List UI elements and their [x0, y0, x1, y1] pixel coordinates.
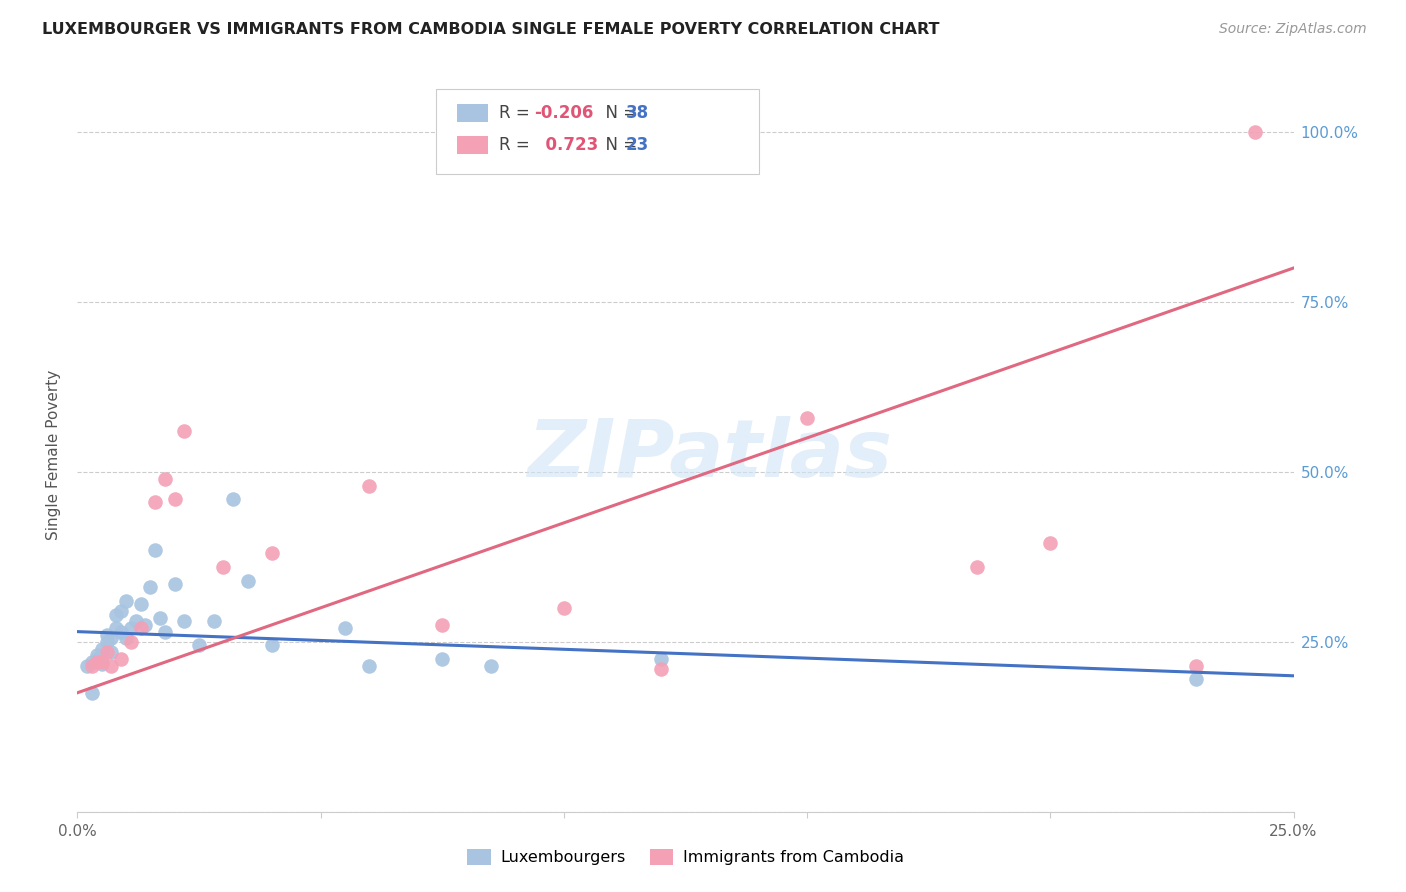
Text: -0.206: -0.206: [534, 104, 593, 122]
Point: [1243, 125, 1265, 139]
Text: 38: 38: [626, 104, 648, 122]
Point: [80, 655, 103, 669]
Text: 23: 23: [626, 136, 650, 154]
Point: [120, 635, 142, 649]
Point: [432, 617, 454, 632]
Point: [96, 645, 118, 659]
Point: [1039, 536, 1062, 550]
Point: [120, 621, 142, 635]
Point: [222, 492, 245, 507]
Point: [173, 424, 195, 438]
Text: R =: R =: [499, 136, 536, 154]
Point: [333, 621, 356, 635]
Point: [100, 645, 122, 659]
Point: [966, 560, 988, 574]
Y-axis label: Single Female Poverty: Single Female Poverty: [46, 370, 62, 540]
Point: [796, 410, 818, 425]
Point: [153, 472, 176, 486]
Point: [553, 600, 575, 615]
Point: [90, 657, 112, 671]
Point: [236, 574, 259, 588]
Point: [359, 478, 381, 492]
Point: [110, 624, 132, 639]
Text: Source: ZipAtlas.com: Source: ZipAtlas.com: [1219, 22, 1367, 37]
Point: [96, 635, 118, 649]
Point: [143, 543, 166, 558]
Point: [100, 632, 122, 646]
Point: [143, 495, 166, 509]
Text: N =: N =: [595, 136, 643, 154]
Point: [1185, 658, 1208, 673]
Point: [80, 658, 103, 673]
Point: [163, 577, 186, 591]
Point: [650, 652, 672, 666]
Point: [80, 686, 103, 700]
Point: [202, 615, 225, 629]
Point: [149, 611, 172, 625]
Point: [432, 652, 454, 666]
Point: [105, 607, 128, 622]
Point: [129, 621, 152, 635]
Point: [173, 615, 195, 629]
Point: [479, 658, 502, 673]
Point: [139, 581, 162, 595]
Text: ZIPatlas: ZIPatlas: [527, 416, 893, 494]
Point: [129, 598, 152, 612]
Point: [110, 652, 132, 666]
Point: [115, 594, 138, 608]
Point: [260, 546, 283, 560]
Point: [86, 655, 108, 669]
Point: [188, 638, 211, 652]
Point: [90, 641, 112, 656]
Point: [115, 632, 138, 646]
Point: [90, 655, 112, 669]
Point: [125, 615, 148, 629]
Point: [86, 648, 108, 663]
Point: [110, 604, 132, 618]
Point: [1185, 672, 1208, 686]
Point: [212, 560, 235, 574]
Point: [105, 621, 128, 635]
Point: [86, 652, 108, 666]
Point: [100, 658, 122, 673]
Point: [153, 624, 176, 639]
Point: [359, 658, 381, 673]
Point: [134, 617, 156, 632]
Point: [96, 628, 118, 642]
Text: N =: N =: [595, 104, 643, 122]
Text: 0.723: 0.723: [534, 136, 599, 154]
Point: [650, 662, 672, 676]
Text: LUXEMBOURGER VS IMMIGRANTS FROM CAMBODIA SINGLE FEMALE POVERTY CORRELATION CHART: LUXEMBOURGER VS IMMIGRANTS FROM CAMBODIA…: [42, 22, 939, 37]
Legend: Luxembourgers, Immigrants from Cambodia: Luxembourgers, Immigrants from Cambodia: [460, 842, 911, 871]
Text: R =: R =: [499, 104, 536, 122]
Point: [76, 658, 98, 673]
Point: [260, 638, 283, 652]
Point: [163, 492, 186, 507]
